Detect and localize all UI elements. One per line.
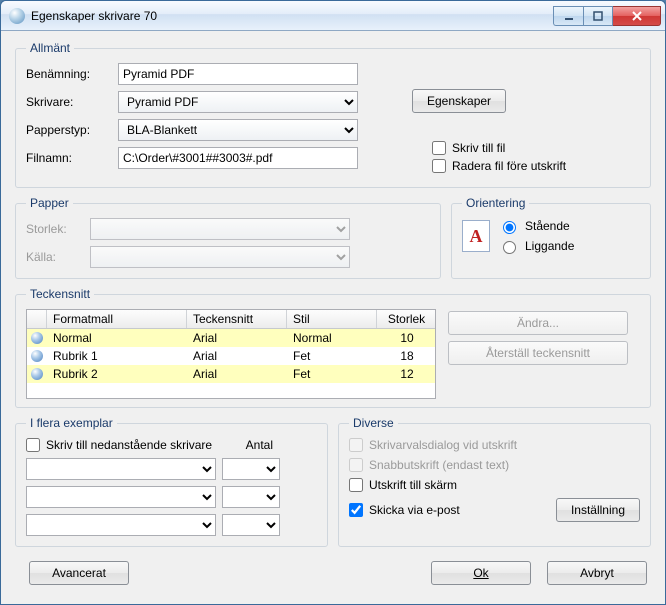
checkbox-skriv-till-fil[interactable]: [432, 141, 446, 155]
group-exemplar: I flera exemplar Skriv till nedanstående…: [15, 416, 328, 547]
radio-staende[interactable]: [503, 221, 516, 234]
table-row[interactable]: Rubrik 1ArialFet18: [27, 347, 436, 365]
cell-name: Normal: [47, 330, 187, 346]
label-liggande: Liggande: [525, 239, 574, 253]
legend-diverse: Diverse: [349, 416, 398, 430]
col-teckensnitt[interactable]: Teckensnitt: [187, 310, 287, 328]
maximize-button[interactable]: [583, 6, 613, 26]
input-filnamn[interactable]: [118, 147, 358, 169]
select-copy-printer-1[interactable]: [26, 458, 216, 480]
cell-font: Arial: [187, 330, 287, 346]
select-copy-count-2[interactable]: [222, 486, 280, 508]
cell-font: Arial: [187, 366, 287, 382]
label-snabbutskrift: Snabbutskrift (endast text): [369, 458, 509, 472]
window-title: Egenskaper skrivare 70: [31, 9, 553, 23]
button-ok[interactable]: Ok: [431, 561, 531, 585]
legend-allmant: Allmänt: [26, 41, 74, 55]
titlebar[interactable]: Egenskaper skrivare 70: [1, 1, 665, 31]
font-table-header: Formatmall Teckensnitt Stil Storlek: [27, 310, 436, 329]
group-orientering: Orientering A Stående Liggande: [451, 196, 651, 279]
legend-exemplar: I flera exemplar: [26, 416, 117, 430]
legend-teckensnitt: Teckensnitt: [26, 287, 94, 301]
col-storlek[interactable]: Storlek: [377, 310, 436, 328]
group-diverse: Diverse Skrivarvalsdialog vid utskrift S…: [338, 416, 651, 547]
row-icon: [27, 331, 47, 345]
cell-name: Rubrik 2: [47, 366, 187, 382]
label-storlek: Storlek:: [26, 222, 90, 236]
dialog-window: Egenskaper skrivare 70 Allmänt Benämning…: [0, 0, 666, 605]
select-papperstyp[interactable]: BLA-Blankett: [118, 119, 358, 141]
button-andra: Ändra...: [448, 311, 628, 335]
close-button[interactable]: [613, 6, 661, 26]
row-icon: [27, 367, 47, 381]
button-avbryt[interactable]: Avbryt: [547, 561, 647, 585]
checkbox-snabbutskrift: [349, 458, 363, 472]
select-copy-printer-3[interactable]: [26, 514, 216, 536]
checkbox-skriv-till-nedan[interactable]: [26, 438, 40, 452]
checkbox-utskrift-till-skarm[interactable]: [349, 478, 363, 492]
col-formatmall[interactable]: Formatmall: [47, 310, 187, 328]
label-skriv-till-nedan: Skriv till nedanstående skrivare: [46, 438, 212, 452]
label-antal: Antal: [246, 438, 273, 452]
checkbox-skicka-epost[interactable]: [349, 503, 363, 517]
checkbox-skrivarvalsdialog: [349, 438, 363, 452]
radio-liggande[interactable]: [503, 241, 516, 254]
font-table-body: NormalArialNormal10Rubrik 1ArialFet18Rub…: [27, 329, 436, 383]
legend-orientering: Orientering: [462, 196, 529, 210]
label-staende: Stående: [525, 219, 570, 233]
group-teckensnitt: Teckensnitt Formatmall Teckensnitt Stil …: [15, 287, 651, 408]
label-utskrift-till-skarm: Utskrift till skärm: [369, 478, 457, 492]
row-icon: [27, 349, 47, 363]
cell-name: Rubrik 1: [47, 348, 187, 364]
group-papper: Papper Storlek: Källa:: [15, 196, 441, 279]
table-row[interactable]: Rubrik 2ArialFet12: [27, 365, 436, 383]
cell-stil: Fet: [287, 348, 377, 364]
label-filnamn: Filnamn:: [26, 151, 118, 165]
select-copy-count-1[interactable]: [222, 458, 280, 480]
cell-stil: Normal: [287, 330, 377, 346]
cell-size: 18: [377, 348, 436, 364]
select-copy-printer-2[interactable]: [26, 486, 216, 508]
button-avancerat[interactable]: Avancerat: [29, 561, 129, 585]
legend-papper: Papper: [26, 196, 73, 210]
label-skriv-till-fil: Skriv till fil: [452, 141, 505, 155]
font-table[interactable]: Formatmall Teckensnitt Stil Storlek Norm…: [26, 309, 436, 399]
label-radera-fil: Radera fil före utskrift: [452, 159, 566, 173]
app-icon: [9, 8, 25, 24]
cell-font: Arial: [187, 348, 287, 364]
button-aterstall: Återställ teckensnitt: [448, 341, 628, 365]
button-egenskaper[interactable]: Egenskaper: [412, 89, 506, 113]
select-kalla: [90, 246, 350, 268]
cell-stil: Fet: [287, 366, 377, 382]
table-row[interactable]: NormalArialNormal10: [27, 329, 436, 347]
select-skrivare[interactable]: Pyramid PDF: [118, 91, 358, 113]
label-skrivarvalsdialog: Skrivarvalsdialog vid utskrift: [369, 438, 517, 452]
checkbox-radera-fil[interactable]: [432, 159, 446, 173]
minimize-button[interactable]: [553, 6, 583, 26]
button-installning[interactable]: Inställning: [556, 498, 640, 522]
label-papperstyp: Papperstyp:: [26, 123, 118, 137]
orientation-icon: A: [462, 220, 490, 252]
label-skicka-epost: Skicka via e-post: [369, 503, 460, 517]
input-benamning[interactable]: [118, 63, 358, 85]
label-skrivare: Skrivare:: [26, 95, 118, 109]
cell-size: 10: [377, 330, 436, 346]
select-copy-count-3[interactable]: [222, 514, 280, 536]
cell-size: 12: [377, 366, 436, 382]
group-allmant: Allmänt Benämning: Skrivare: Pyramid PDF…: [15, 41, 651, 188]
select-storlek: [90, 218, 350, 240]
label-kalla: Källa:: [26, 250, 90, 264]
label-benamning: Benämning:: [26, 67, 118, 81]
col-stil[interactable]: Stil: [287, 310, 377, 328]
dialog-client: Allmänt Benämning: Skrivare: Pyramid PDF…: [1, 31, 665, 604]
